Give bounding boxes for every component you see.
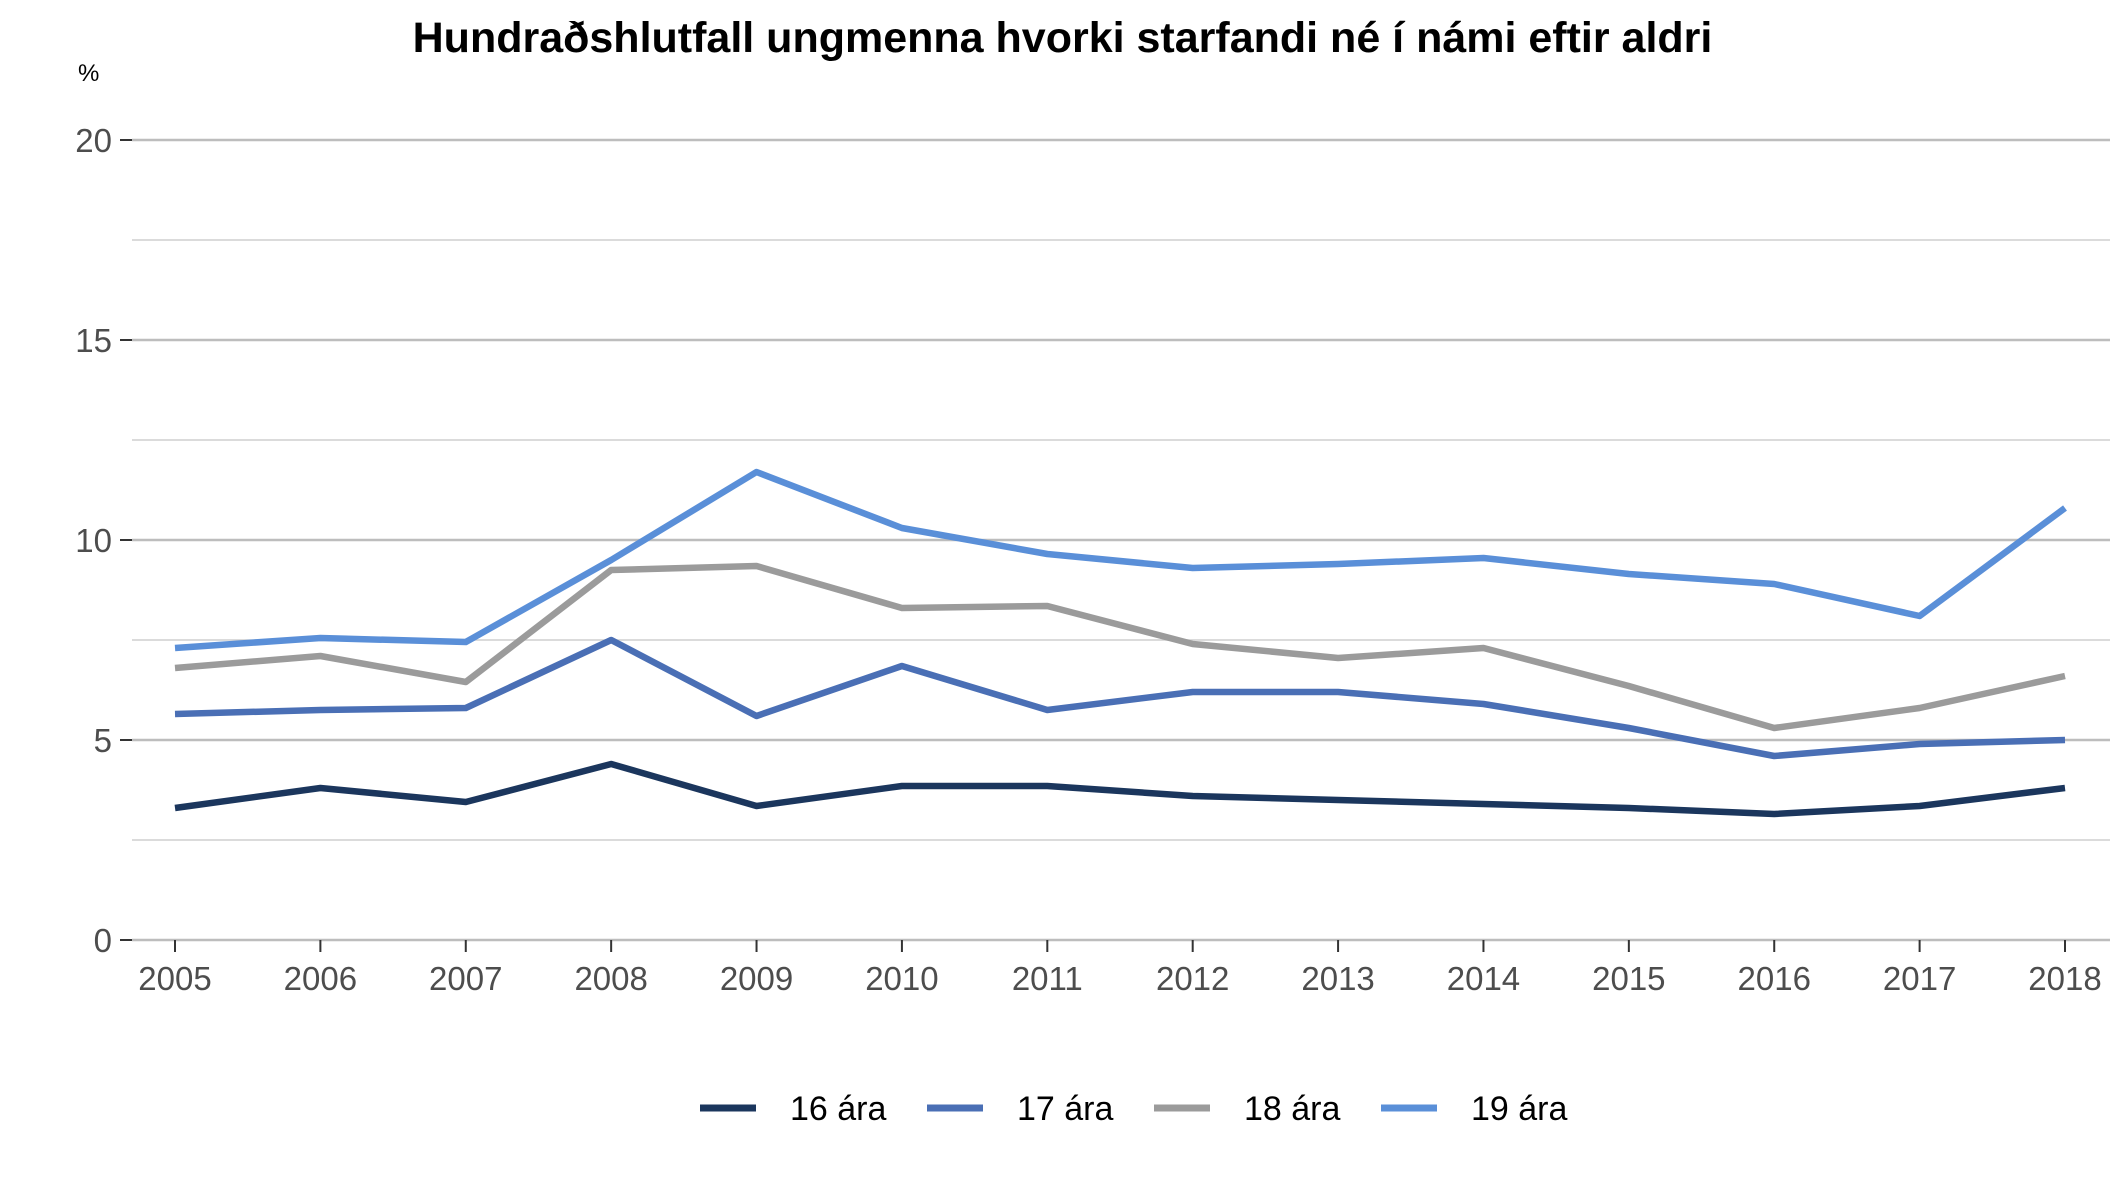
legend-label: 17 ára	[1017, 1090, 1113, 1128]
series-line	[174, 636, 2066, 760]
x-tick-label: 2011	[1012, 960, 1083, 997]
x-tick-label: 2012	[1156, 960, 1229, 997]
legend: 16 ára 17 ára 18 ára 19 ára	[700, 1090, 1567, 1128]
x-tick-label: 2009	[720, 960, 793, 997]
x-tick-label: 2015	[1592, 960, 1665, 997]
axes: 0 5 10 15 20 2005 2006 2007 2008 2009 2010 2011 2012…	[75, 122, 2101, 997]
x-tick-label: 2005	[138, 960, 211, 997]
y-tick-label: 0	[94, 922, 112, 959]
y-axis-unit-label: %	[78, 60, 100, 87]
x-tick-label: 2007	[429, 960, 502, 997]
y-tick-label: 10	[75, 522, 112, 559]
x-tick-label: 2017	[1883, 960, 1956, 997]
series-line	[174, 760, 2066, 818]
x-tick-label: 2013	[1301, 960, 1374, 997]
x-tick-label: 2010	[865, 960, 938, 997]
x-tick-label: 2008	[574, 960, 647, 997]
x-tick-label: 2006	[284, 960, 357, 997]
legend-label: 16 ára	[790, 1090, 886, 1128]
series-lines	[174, 468, 2067, 818]
legend-label: 18 ára	[1244, 1090, 1340, 1128]
grid-lines	[132, 138, 2110, 942]
chart-title: Hundraðshlutfall ungmenna hvorki starfan…	[412, 14, 1713, 62]
x-tick-label: 2014	[1447, 960, 1520, 997]
series-line	[174, 562, 2066, 732]
x-tick-label: 2018	[2028, 960, 2101, 997]
series-line	[174, 468, 2067, 652]
y-tick-label: 15	[75, 322, 112, 359]
y-tick-label: 5	[94, 722, 112, 759]
y-tick-label: 20	[75, 122, 112, 159]
x-tick-label: 2016	[1738, 960, 1811, 997]
legend-label: 19 ára	[1471, 1090, 1567, 1128]
